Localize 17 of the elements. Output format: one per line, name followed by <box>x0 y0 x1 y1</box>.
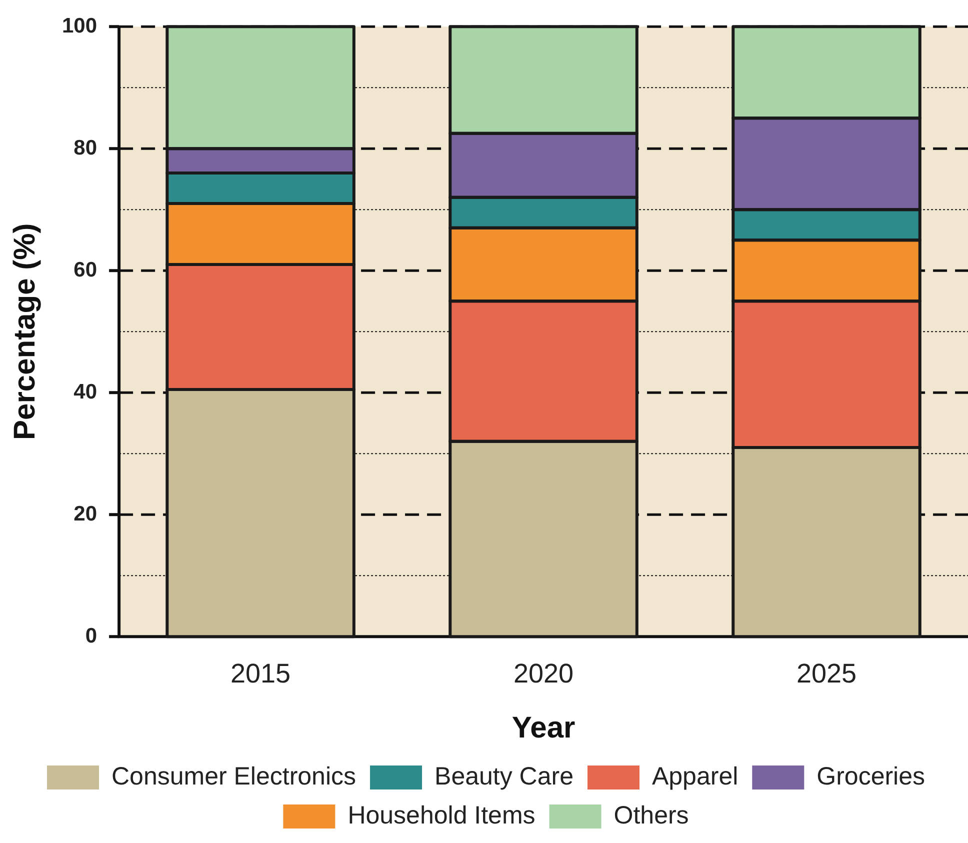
y-tick-label: 0 <box>85 624 98 648</box>
y-axis-title: Percentage (%) <box>8 223 42 440</box>
y-tick-label: 100 <box>62 14 98 38</box>
y-tick-label: 80 <box>74 136 98 160</box>
legend-label: Groceries <box>816 762 926 790</box>
y-tick-label: 20 <box>74 502 98 526</box>
x-tick-label: 2020 <box>513 658 574 688</box>
legend-label: Beauty Care <box>434 762 574 790</box>
x-tick-label: 2015 <box>230 658 291 688</box>
y-tick-label: 60 <box>74 258 98 282</box>
legend-label: Household Items <box>348 801 536 830</box>
x-axis-title: Year <box>512 711 576 744</box>
legend-label: Apparel <box>652 762 738 790</box>
x-tick-label: 2025 <box>796 658 857 688</box>
legend-label: Consumer Electronics <box>111 762 356 790</box>
legend-label: Others <box>614 801 689 830</box>
y-tick-label: 40 <box>74 380 98 404</box>
